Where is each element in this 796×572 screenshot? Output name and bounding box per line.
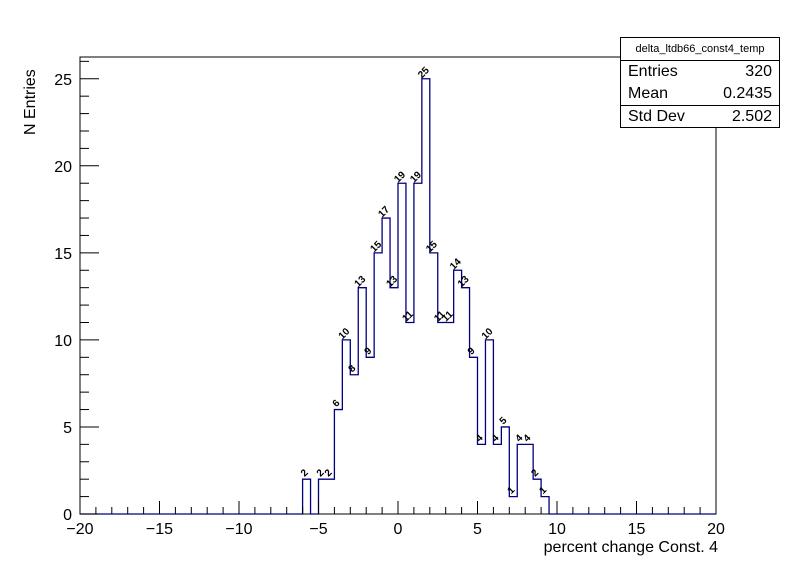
bin-count-label: 2 [323,467,335,479]
x-tick-label: 20 [707,521,725,538]
y-tick-label: 5 [63,420,72,437]
histogram-bar [406,322,414,514]
y-tick-label: 10 [54,333,72,350]
stats-mean-row: Mean 0.2435 [621,83,779,105]
histogram-bar [374,253,382,514]
stats-entries-label: Entries [628,63,678,80]
histogram-bar [525,444,533,514]
bin-count-label: 2 [299,467,311,479]
bin-count-label: 6 [331,398,343,410]
stats-entries-row: Entries 320 [621,61,779,83]
histogram-bar [493,444,501,514]
x-tick-label: 5 [473,521,482,538]
histogram-bar [501,427,509,514]
x-axis-label: percent change Const. 4 [543,539,718,556]
x-tick-label: −15 [146,521,173,538]
histogram-bar [454,270,462,514]
histogram-bar [509,497,517,514]
x-tick-label: 15 [628,521,646,538]
histogram-bar [422,79,430,514]
x-tick-label: 0 [394,521,403,538]
histogram-bar [485,340,493,514]
histogram-outline [80,78,716,515]
bin-count-label: 5 [498,415,510,427]
x-tick-label: 10 [548,521,566,538]
histogram-bar [462,288,470,514]
stats-box: delta_ltdb66_const4_temp Entries 320 Mea… [620,37,780,128]
histogram-bar [430,253,438,514]
y-tick-label: 0 [63,507,72,524]
y-tick-label: 15 [54,246,72,263]
y-tick-label: 25 [54,72,72,89]
histogram-bar [326,479,334,514]
stats-title: delta_ltdb66_const4_temp [621,38,779,61]
y-tick-label: 20 [54,159,72,176]
stats-mean-value: 0.2435 [723,85,772,102]
stats-std-value: 2.502 [731,108,772,125]
histogram-bar [438,322,446,514]
histogram-bar [358,288,366,514]
histogram-bar [533,479,541,514]
x-tick-label: −5 [309,521,327,538]
histogram-bar [350,375,358,514]
histogram-bar [414,183,422,514]
histogram-bar [478,444,486,514]
stats-mean-label: Mean [628,85,669,102]
bin-count-label: 4 [522,432,534,444]
x-tick-label: −10 [225,521,252,538]
histogram-bar [517,444,525,514]
histogram-bar [366,357,374,514]
histogram-bar [446,322,454,514]
histogram-bar [390,288,398,514]
stats-entries-value: 320 [745,63,772,80]
histogram-bar [382,218,390,514]
histogram-bar [303,479,311,514]
y-axis-label: N Entries [22,69,39,135]
histogram-bar [319,479,327,514]
stats-std-row: Std Dev 2.502 [621,105,779,128]
histogram-bar [334,410,342,514]
histogram-bar [541,497,549,514]
histogram-bar [398,183,406,514]
stats-std-label: Std Dev [628,108,685,125]
x-tick-label: −20 [66,521,93,538]
